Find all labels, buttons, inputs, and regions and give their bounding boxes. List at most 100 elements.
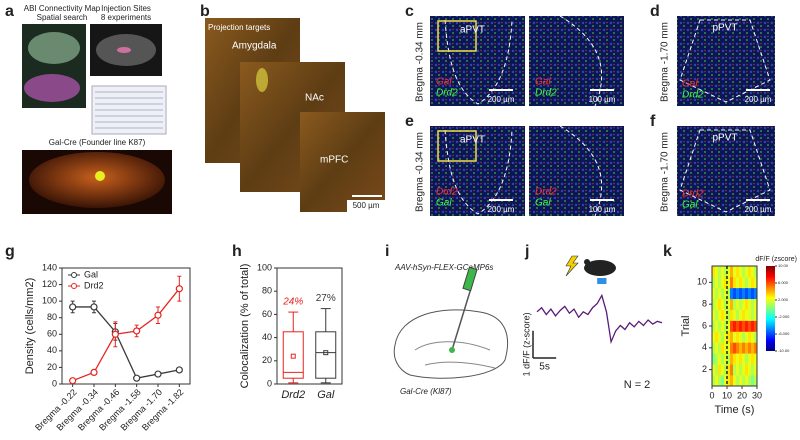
legend-label: Drd2 (84, 280, 104, 290)
heat-cell (724, 364, 728, 376)
region-label: aPVT (460, 135, 485, 146)
region-label: mPFC (320, 155, 348, 166)
heat-cell (733, 309, 737, 321)
colorbar-tick-label: 2.000 (778, 297, 789, 302)
heat-cell (751, 353, 755, 365)
heat-cell (736, 375, 740, 387)
heat-cell (736, 276, 740, 289)
pvt-outline (444, 19, 513, 105)
heat-cell (724, 298, 728, 310)
table-rows (95, 91, 163, 129)
projection-signal (256, 68, 268, 92)
heat-cell (754, 375, 758, 387)
scale-label: 200 µm (745, 205, 772, 214)
mean-label: 27% (316, 293, 336, 304)
heat-cell (736, 331, 740, 343)
channel-green: Drd2 (436, 88, 458, 99)
channel-green: Gal (436, 198, 452, 209)
zoom-box (437, 130, 477, 162)
colorbar (766, 266, 775, 351)
y-tick-label: 20 (262, 355, 272, 365)
heat-cell (739, 320, 743, 332)
heat-cell (745, 364, 749, 376)
heat-cell (745, 266, 749, 278)
panel-letter: f (650, 113, 656, 130)
colorbar-tick-label: 6.000 (778, 280, 789, 285)
scale-label: 200 µm (745, 95, 772, 104)
heat-cell (745, 309, 749, 321)
y-tick-label: 0 (52, 378, 57, 388)
data-point (90, 368, 98, 376)
heat-cell (730, 331, 734, 343)
panel-letter: h (232, 243, 242, 260)
y-axis-label: Density (cells/mm2) (24, 278, 36, 375)
heat-cell (730, 364, 734, 376)
heat-cell (712, 320, 716, 332)
heat-cell (745, 342, 749, 354)
heat-cell (715, 331, 719, 343)
heat-cell (745, 287, 749, 300)
heat-cell (724, 320, 728, 332)
plot-frame (276, 267, 343, 385)
box (282, 331, 304, 379)
cre-spot (95, 171, 105, 181)
x-tick-label: 20 (737, 390, 747, 400)
heat-cell (712, 298, 716, 310)
heat-cell (748, 375, 752, 387)
heat-cell (712, 331, 716, 343)
heat-cell (730, 342, 734, 354)
panel-a-subtitle: Spatial search (37, 13, 88, 22)
heat-cell (751, 342, 755, 354)
heat-cell (721, 309, 725, 321)
trace (536, 293, 663, 345)
x-tick-label: 30 (752, 390, 762, 400)
heat-cell (727, 342, 731, 354)
heat-cell (742, 342, 746, 354)
channel-red: Gal (535, 77, 551, 88)
heat-cell (718, 309, 722, 321)
atlas-brain (24, 74, 80, 102)
panel-letter: e (405, 113, 414, 130)
heat-cell (733, 375, 737, 387)
y-tick-label: 20 (47, 362, 57, 372)
heat-cell (715, 309, 719, 321)
heat-cell (721, 375, 725, 387)
syringe (462, 266, 478, 292)
series-line (72, 288, 180, 382)
inset-subtitle: 8 experiments (101, 13, 151, 22)
heat-cell (739, 331, 743, 343)
heat-cell (736, 309, 740, 321)
heat-cell (748, 276, 752, 289)
heat-cell (751, 364, 755, 376)
panel-letter: k (663, 243, 672, 260)
y-tick-label: 2 (702, 364, 707, 374)
pvt-outline (559, 125, 603, 217)
mean-marker (290, 353, 296, 359)
heat-cell (739, 266, 743, 278)
heat-cell (712, 266, 716, 278)
heat-cell (754, 276, 758, 289)
y-tick-label: 8 (702, 299, 707, 309)
data-point (69, 303, 77, 311)
panel-f: Bregma -1.70 mm pPVT Drd2 Gal 200 µm (660, 126, 775, 216)
heat-cell (739, 342, 743, 354)
heat-cell (742, 266, 746, 278)
heat-cell (715, 342, 719, 354)
heat-cell (739, 364, 743, 376)
x-scale-label: 5s (539, 362, 550, 373)
heat-cell (724, 353, 728, 365)
heat-cell (724, 342, 728, 354)
heat-cell (721, 364, 725, 376)
data-point (90, 303, 98, 311)
y-tick-label: 60 (47, 329, 57, 339)
heat-cell (727, 276, 731, 289)
colorbar-title: dF/F (zscore) (755, 256, 797, 263)
stimulus-bar (597, 278, 607, 284)
heat-cell (733, 287, 737, 300)
heat-cell (742, 353, 746, 365)
y-tick-label: 60 (262, 309, 272, 319)
mouse-label: Gal-Cre (Kl87) (400, 387, 452, 396)
heat-cell (712, 287, 716, 300)
data-point (69, 377, 77, 385)
mean-label: 24% (282, 297, 303, 308)
